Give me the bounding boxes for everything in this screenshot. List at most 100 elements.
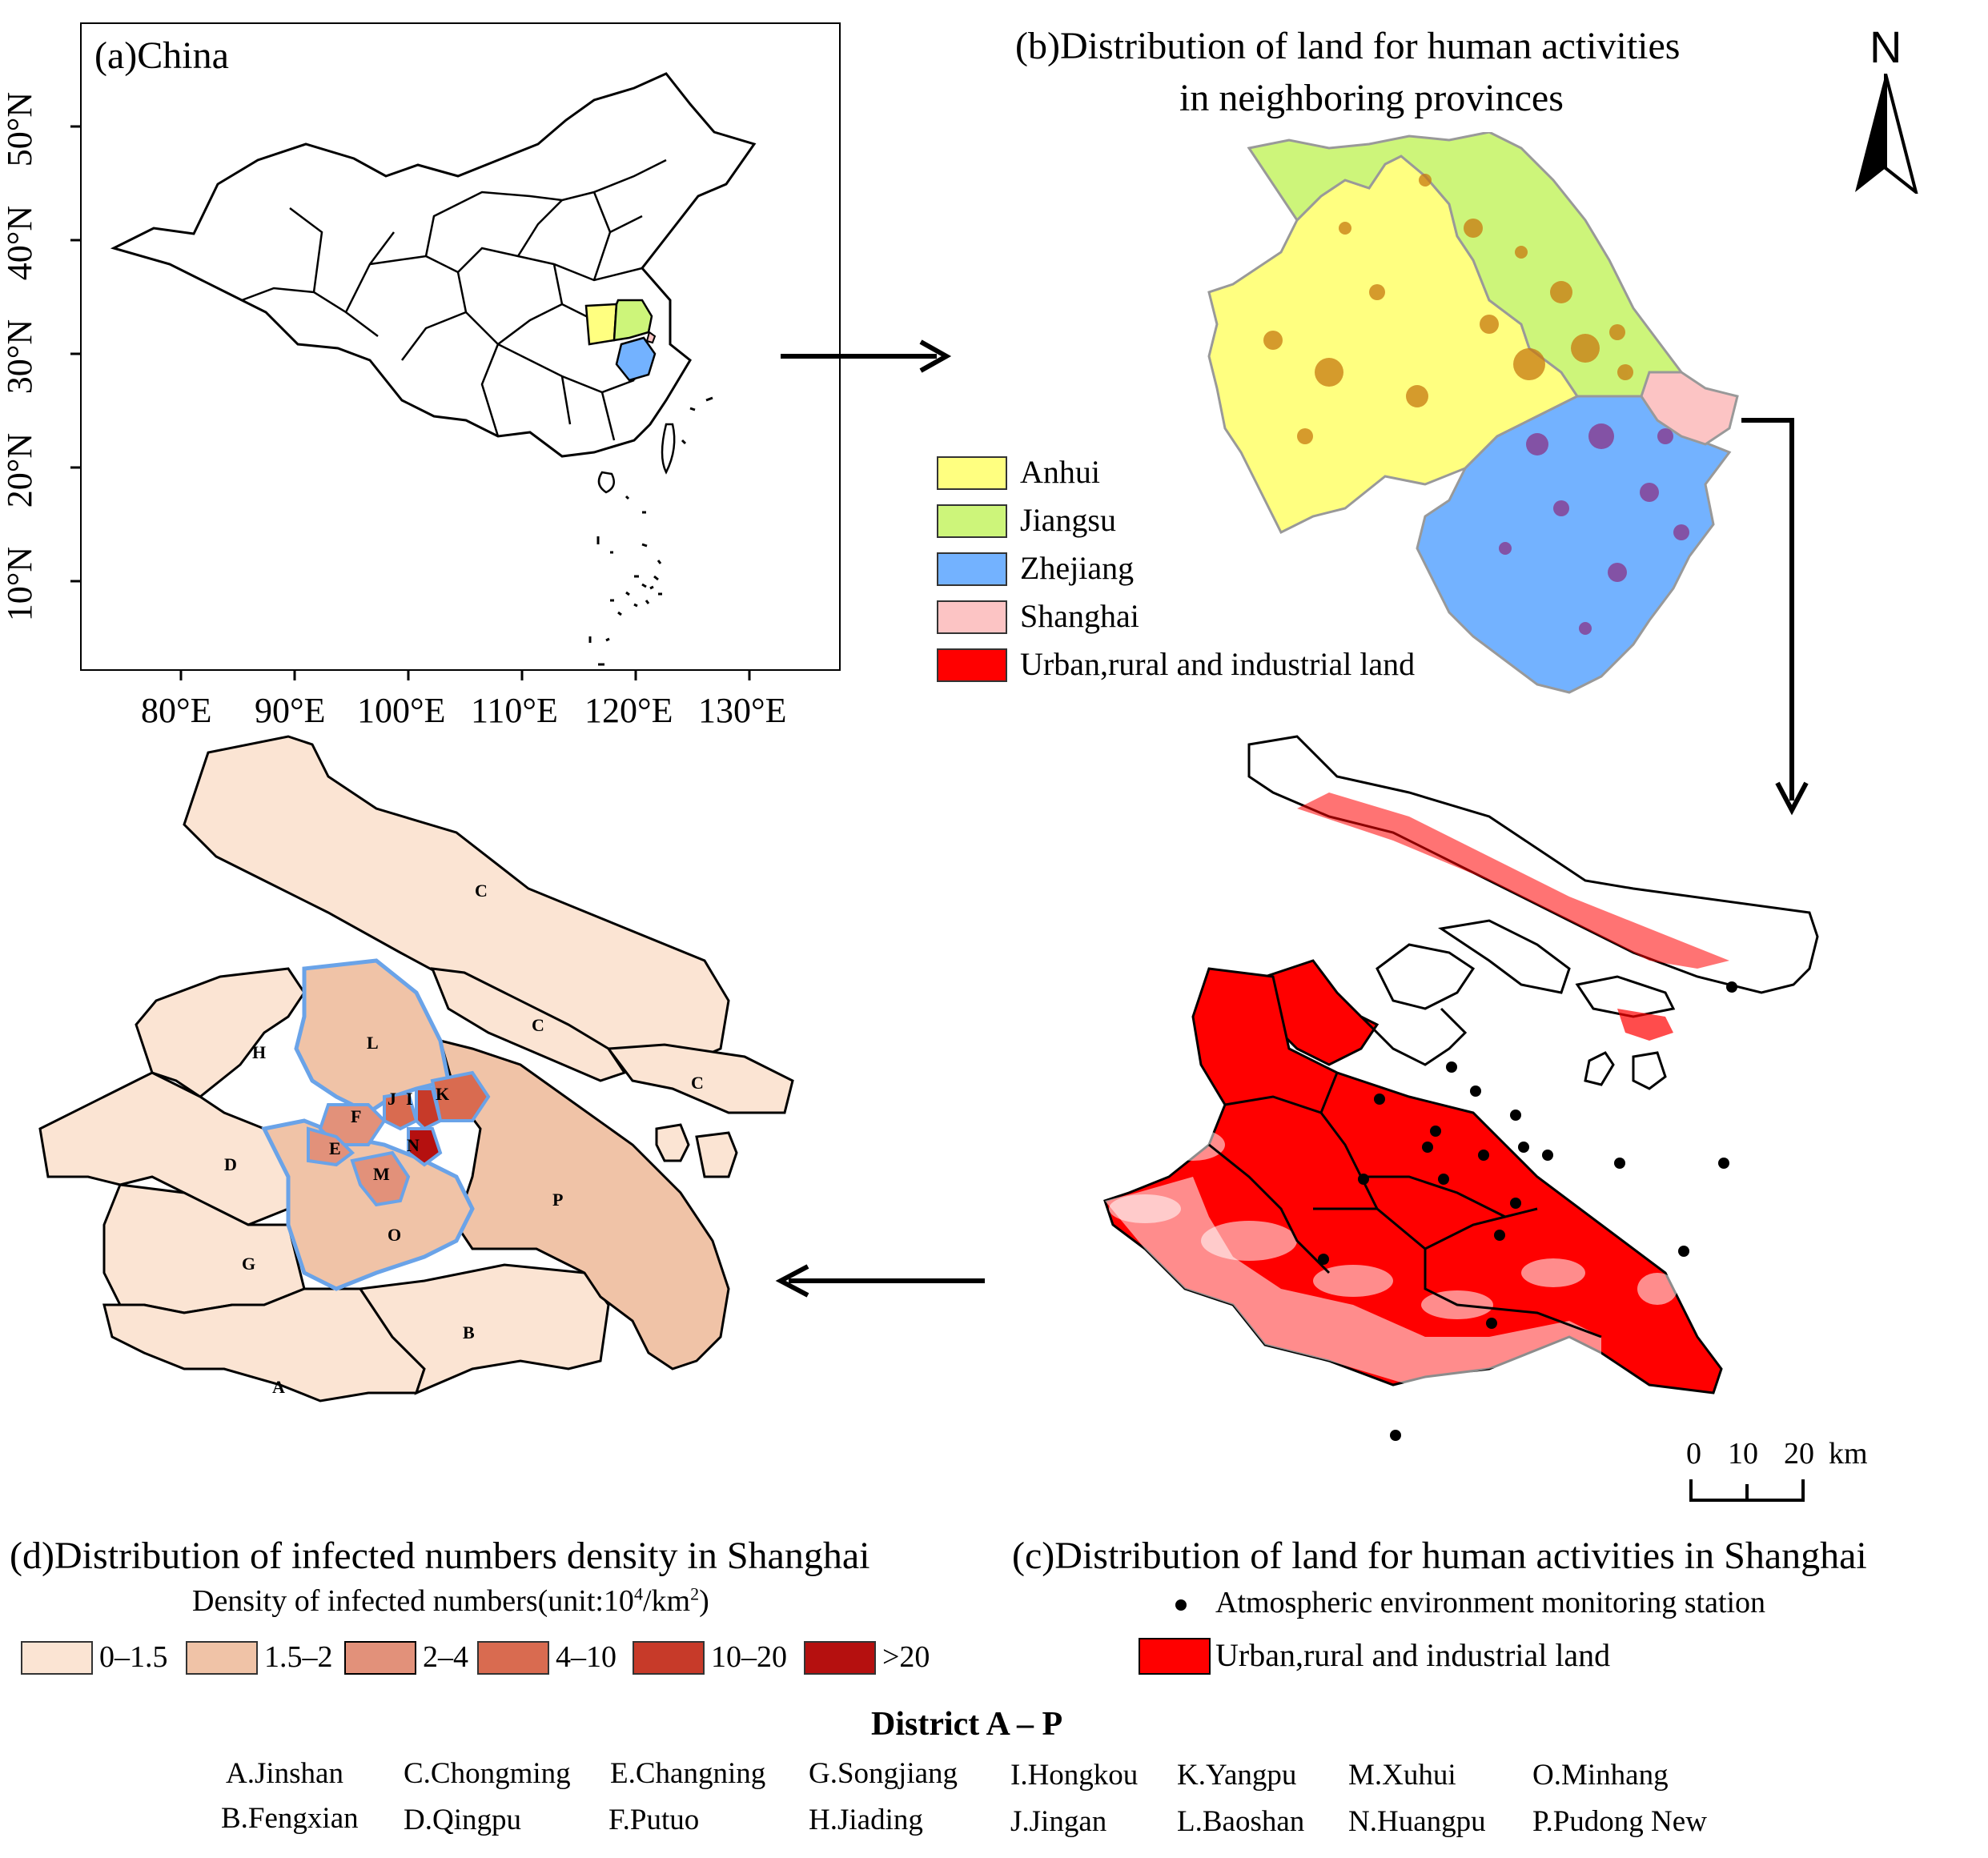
north-label: N [1870,22,1902,72]
density-label-0: 0–1.5 [99,1640,168,1674]
district-label-c: C [532,1015,544,1035]
panel-b-title-line1: (b)Distribution of land for human activi… [1015,25,1681,67]
panel-d-title: (d)Distribution of infected numbers dens… [10,1535,870,1577]
density-label-5: >20 [882,1640,930,1674]
legend-swatch-urban-land [937,648,1007,682]
district-key-l: L.Baoshan [1177,1805,1305,1838]
district-label-p: P [552,1190,564,1210]
shanghai-infection-map [38,735,794,1403]
district-j [383,1090,419,1131]
lat-tick-30: 30°N [0,319,40,395]
district-key-i: I.Hongkou [1010,1759,1139,1792]
panel-b-title-line2: in neighboring provinces [1179,77,1564,119]
district-c-island2 [606,1043,794,1114]
legend-land-label-c: Urban,rural and industrial land [1215,1637,1611,1673]
district-key-k: K.Yangpu [1177,1759,1297,1792]
district-label-b: B [463,1322,475,1342]
station-dot [1678,1246,1689,1257]
district-c-island1 [430,967,627,1082]
legend-swatch-shanghai [937,600,1007,634]
station-dot [1542,1150,1553,1161]
lon-tick-90: 90°E [255,691,326,730]
station-dot [1470,1086,1481,1097]
arrow-a-to-b [781,339,952,373]
station-dot [1390,1430,1401,1441]
district-key-g: G.Songjiang [809,1757,958,1790]
station-dot [1614,1158,1625,1169]
district-c-main [183,735,730,1074]
station-dot [1510,1110,1521,1121]
station-dot [1718,1158,1729,1169]
district-key-j: J.Jingan [1010,1805,1107,1838]
station-dot [1510,1198,1521,1209]
legend-title-prefix: Density of infected numbers(unit:10 [192,1584,634,1618]
legend-title-exp: 4 [633,1583,643,1604]
station-dot [1430,1126,1441,1137]
panel-c-title: (c)Distribution of land for human activi… [1012,1535,1867,1577]
legend-station-dot [1175,1599,1187,1611]
station-dot [1358,1174,1369,1185]
panel-a-lat-axis [70,125,80,583]
lon-tick-80: 80°E [141,691,212,730]
district-label-k: K [436,1084,450,1104]
district-key-o: O.Minhang [1532,1759,1669,1792]
provinces-map [1207,132,1739,694]
legend-station-label: Atmospheric environment monitoring stati… [1215,1586,1766,1619]
district-label-c: C [475,881,488,901]
panel-a-title: (a)China [94,34,229,77]
legend-label-urban-land: Urban,rural and industrial land [1020,646,1416,682]
district-key-h: H.Jiading [809,1804,923,1836]
station-dot [1446,1061,1457,1073]
district-key-title: District A – P [871,1706,1063,1743]
panel-a-china-map [80,22,841,671]
district-label-d: D [224,1154,237,1174]
district-label-a: A [272,1377,285,1397]
district-key-p: P.Pudong New [1532,1805,1707,1838]
district-key-c: C.Chongming [404,1757,571,1790]
legend-swatch-jiangsu [937,504,1007,538]
legend-title-exp2: 2 [690,1583,700,1604]
panel-d-legend-title: Density of infected numbers(unit:104/km2… [192,1583,709,1619]
legend-swatch-zhejiang [937,552,1007,586]
density-swatch-0 [21,1641,93,1675]
district-key-f: F.Putuo [608,1804,700,1836]
lon-tick-100: 100°E [357,691,446,730]
district-key-d: D.Qingpu [404,1804,521,1836]
district-b [358,1263,610,1395]
legend-label-shanghai: Shanghai [1020,598,1139,634]
district-k [430,1070,491,1122]
district-label-l: L [367,1033,379,1053]
district-label-e: E [329,1138,341,1158]
legend-label-jiangsu: Jiangsu [1020,502,1116,538]
lon-tick-110: 110°E [471,691,558,730]
density-label-1: 1.5–2 [264,1640,333,1674]
legend-title-suffix: ) [699,1584,709,1618]
district-key-e: E.Changning [610,1757,766,1790]
density-swatch-2 [344,1641,416,1675]
legend-swatch-urban-land-c [1139,1638,1211,1675]
station-dot [1478,1150,1489,1161]
density-label-4: 10–20 [711,1640,787,1674]
district-key-a: A.Jinshan [226,1757,343,1790]
station-dot [1726,981,1737,993]
north-arrow-icon [1855,74,1918,194]
density-label-3: 4–10 [556,1640,616,1674]
panel-a-lon-axis [179,669,751,680]
station-dot [1438,1174,1449,1185]
scale-label-km: km [1829,1437,1868,1471]
district-label-f: F [351,1106,362,1126]
district-label-m: M [373,1164,390,1184]
shanghai-landuse-map [1103,735,1819,1395]
district-key-n: N.Huangpu [1348,1805,1486,1838]
district-label-n: N [407,1135,420,1155]
scale-label-10: 10 [1728,1437,1758,1471]
density-swatch-3 [477,1641,549,1675]
district-label-h: H [252,1042,267,1062]
district-key-m: M.Xuhui [1348,1759,1456,1792]
district-f [318,1103,387,1146]
lat-tick-40: 40°N [0,205,40,281]
station-dot [1318,1254,1329,1265]
district-label-i: I [406,1089,413,1109]
district-h [135,967,306,1098]
